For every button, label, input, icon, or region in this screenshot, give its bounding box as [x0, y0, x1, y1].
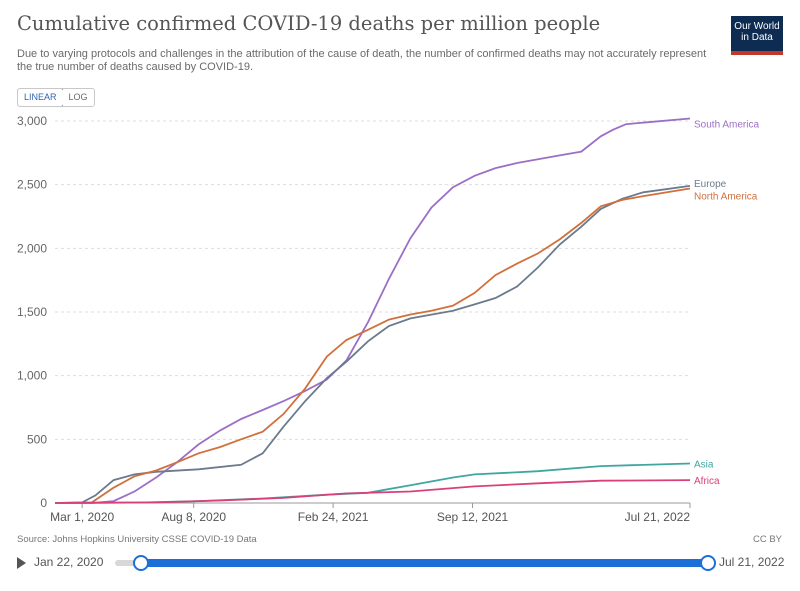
source-note: Source: Johns Hopkins University CSSE CO…	[17, 534, 257, 545]
timeline-range	[140, 559, 707, 567]
y-tick-label: 1,000	[17, 369, 47, 383]
series-line-south-america[interactable]	[55, 117, 691, 504]
series-label-south-america[interactable]: South America	[694, 119, 759, 130]
series-line-africa[interactable]	[54, 479, 691, 504]
series-label-europe[interactable]: Europe	[694, 179, 727, 190]
timeline-end-handle[interactable]	[700, 555, 716, 571]
series-line-asia[interactable]	[54, 462, 691, 504]
x-tick-label: Aug 8, 2020	[161, 510, 226, 524]
owid-logo[interactable]: Our World in Data	[731, 16, 783, 55]
series-label-north-america[interactable]: North America	[694, 191, 758, 202]
x-tick-label: Jul 21, 2022	[625, 510, 691, 524]
y-axis: 0 500 1,000 1,500 2,000 2,500 3,000	[17, 114, 47, 510]
chart-title: Cumulative confirmed COVID-19 deaths per…	[17, 12, 601, 35]
y-tick-label: 3,000	[17, 114, 47, 128]
timeline: Jan 22, 2020 Jul 21, 2022	[17, 553, 787, 573]
series-lines	[54, 117, 691, 504]
series-label-asia[interactable]: Asia	[694, 460, 714, 471]
y-tick-label: 2,500	[17, 178, 47, 192]
log-scale-button[interactable]: LOG	[62, 89, 94, 106]
x-tick-label: Sep 12, 2021	[437, 510, 509, 524]
x-tick-label: Feb 24, 2021	[298, 510, 369, 524]
play-icon[interactable]	[17, 557, 26, 569]
y-tick-label: 1,500	[17, 305, 47, 319]
timeline-start-label: Jan 22, 2020	[34, 555, 104, 569]
timeline-start-handle[interactable]	[133, 555, 149, 571]
scale-toggle: LINEAR LOG	[17, 88, 95, 107]
x-axis: Mar 1, 2020 Aug 8, 2020 Feb 24, 2021 Sep 12…	[50, 503, 691, 524]
y-tick-label: 500	[27, 432, 47, 446]
chart-subtitle: Due to varying protocols and challenges …	[17, 48, 707, 73]
series-label-africa[interactable]: Africa	[694, 476, 720, 487]
x-tick-label: Mar 1, 2020	[50, 510, 114, 524]
series-line-north-america[interactable]	[54, 187, 691, 504]
y-tick-label: 2,000	[17, 241, 47, 255]
timeline-end-label: Jul 21, 2022	[719, 555, 785, 569]
license-note[interactable]: CC BY	[752, 534, 782, 545]
y-tick-label: 0	[40, 496, 47, 510]
series-line-europe[interactable]	[54, 185, 691, 504]
